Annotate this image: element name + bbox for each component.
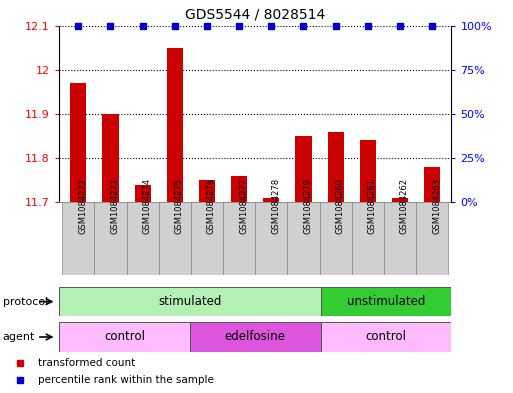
- Text: GSM1084278: GSM1084278: [271, 178, 280, 234]
- Bar: [199, 180, 215, 202]
- Bar: [424, 167, 440, 202]
- Bar: [360, 141, 376, 202]
- Text: GSM1084276: GSM1084276: [207, 178, 216, 234]
- Bar: [127, 202, 159, 275]
- Bar: [191, 202, 223, 275]
- Bar: [321, 322, 451, 352]
- Text: unstimulated: unstimulated: [347, 295, 425, 308]
- Bar: [320, 202, 352, 275]
- Bar: [159, 202, 191, 275]
- Bar: [190, 322, 321, 352]
- Bar: [59, 287, 321, 316]
- Text: GSM1084277: GSM1084277: [239, 178, 248, 234]
- Text: transformed count: transformed count: [38, 358, 135, 367]
- Text: agent: agent: [3, 332, 35, 342]
- Bar: [167, 48, 183, 202]
- Bar: [263, 198, 280, 202]
- Text: GSM1084275: GSM1084275: [175, 178, 184, 234]
- Bar: [287, 202, 320, 275]
- Text: GSM1084279: GSM1084279: [304, 178, 312, 234]
- Bar: [94, 202, 127, 275]
- Title: GDS5544 / 8028514: GDS5544 / 8028514: [185, 7, 325, 22]
- Text: stimulated: stimulated: [158, 295, 222, 308]
- Bar: [352, 202, 384, 275]
- Text: GSM1084274: GSM1084274: [143, 178, 152, 234]
- Text: GSM1084261: GSM1084261: [368, 178, 377, 234]
- Text: GSM1084263: GSM1084263: [432, 178, 441, 234]
- Text: edelfosine: edelfosine: [225, 331, 286, 343]
- Text: control: control: [104, 331, 145, 343]
- Bar: [321, 287, 451, 316]
- Bar: [384, 202, 416, 275]
- Bar: [103, 114, 119, 202]
- Text: protocol: protocol: [3, 297, 48, 307]
- Bar: [62, 202, 94, 275]
- Bar: [70, 83, 86, 202]
- Text: percentile rank within the sample: percentile rank within the sample: [38, 375, 214, 385]
- Bar: [295, 136, 311, 202]
- Bar: [223, 202, 255, 275]
- Text: GSM1084273: GSM1084273: [110, 178, 120, 234]
- Bar: [134, 185, 151, 202]
- Text: GSM1084272: GSM1084272: [78, 178, 87, 234]
- Bar: [231, 176, 247, 202]
- Text: control: control: [366, 331, 406, 343]
- Bar: [416, 202, 448, 275]
- Bar: [59, 322, 190, 352]
- Bar: [328, 132, 344, 202]
- Text: GSM1084260: GSM1084260: [336, 178, 345, 234]
- Bar: [392, 198, 408, 202]
- Text: GSM1084262: GSM1084262: [400, 178, 409, 234]
- Bar: [255, 202, 287, 275]
